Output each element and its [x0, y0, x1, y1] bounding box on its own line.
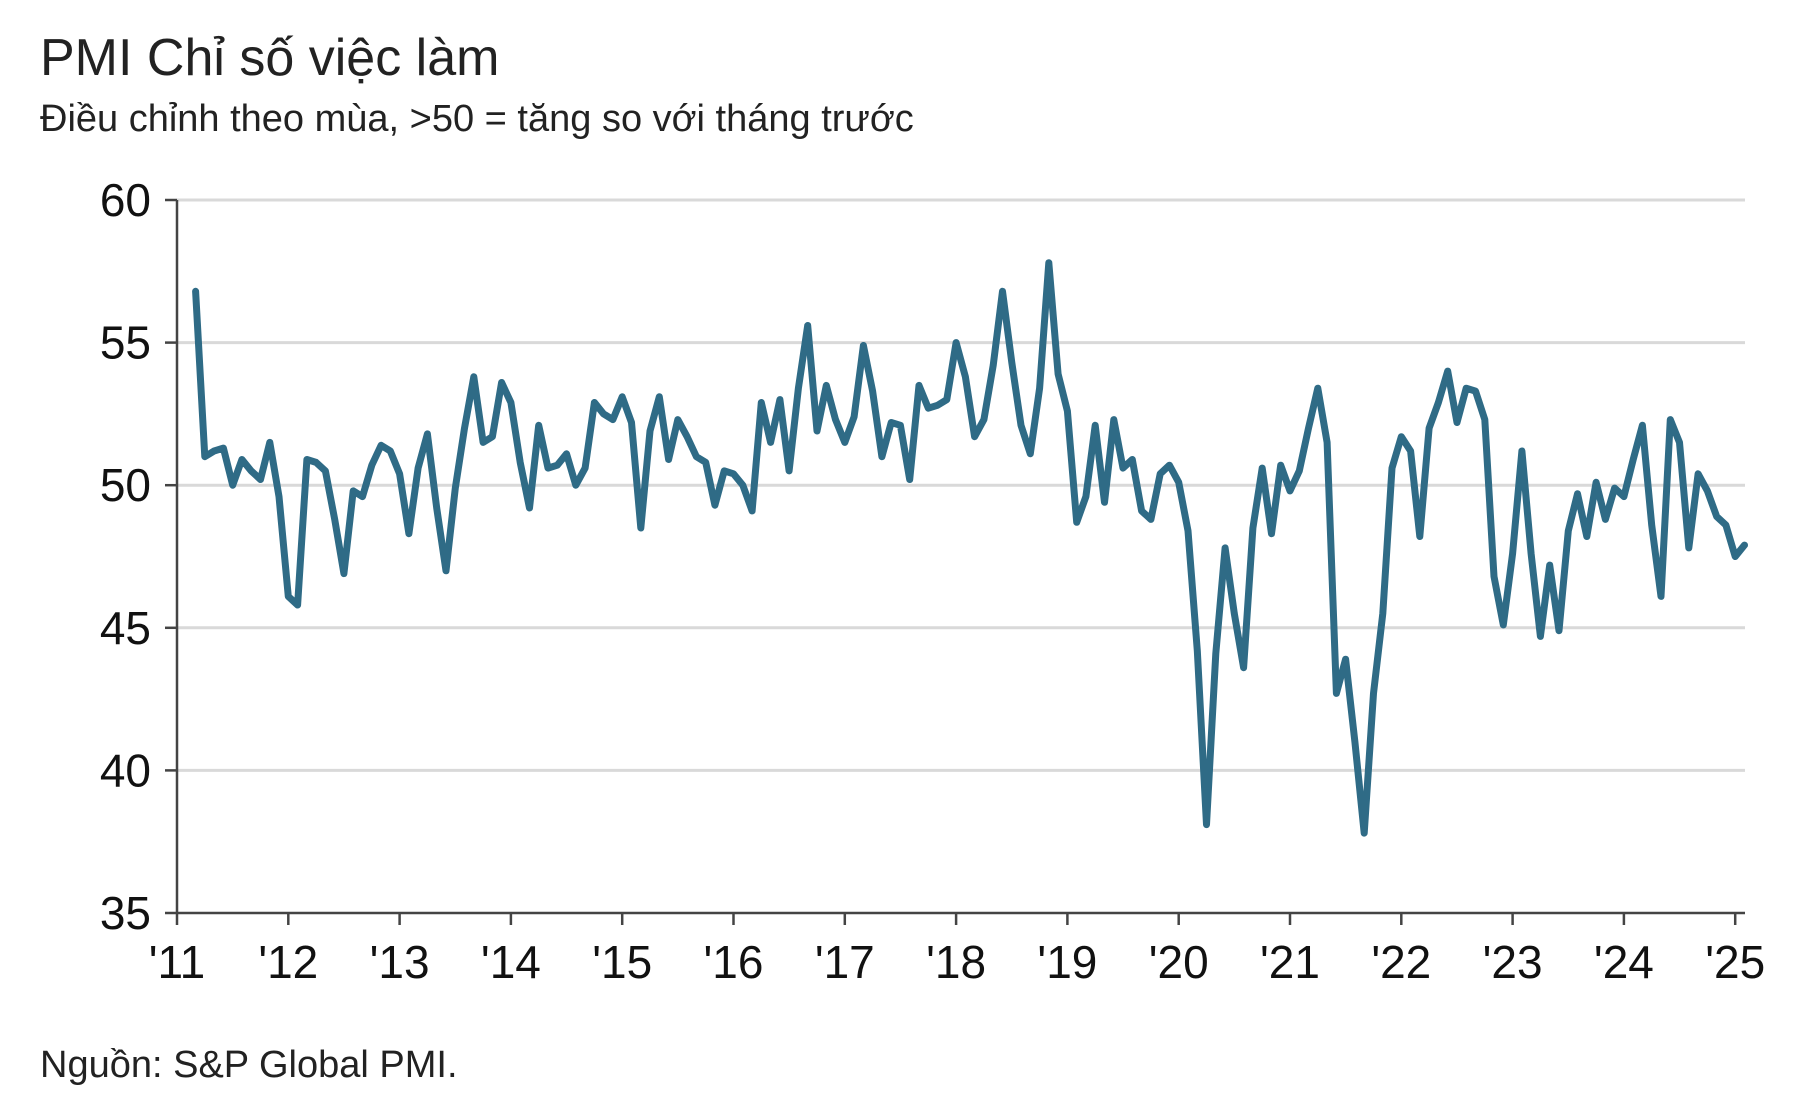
y-tick-label: 35 [100, 887, 151, 939]
y-tick-label: 40 [100, 744, 151, 796]
x-tick-label: '12 [258, 936, 318, 988]
x-tick-label: '16 [704, 936, 764, 988]
x-tick-label: '22 [1371, 936, 1431, 988]
x-tick-label: '23 [1483, 936, 1543, 988]
x-tick-label: '25 [1705, 936, 1765, 988]
y-axis: 35 40 45 50 55 60 [100, 174, 177, 939]
x-tick-label: '15 [592, 936, 652, 988]
chart-title: PMI Chỉ số việc làm [40, 29, 500, 87]
series-lines [192, 259, 1748, 837]
y-tick-label: 45 [100, 602, 151, 654]
x-tick-label: '17 [815, 936, 875, 988]
x-tick-label: '21 [1260, 936, 1320, 988]
x-tick-label: '19 [1037, 936, 1097, 988]
x-tick-label: '13 [370, 936, 430, 988]
grid-lines [177, 198, 1745, 772]
series-line-0 [192, 259, 1748, 837]
x-axis: '11 '12 '13 '14 '15 '16 '17 '18 '19 '20 '21 '22 '23 '… [149, 913, 1765, 988]
y-tick-label: 60 [100, 174, 151, 226]
y-tick-label: 50 [100, 459, 151, 511]
x-tick-label: '11 [149, 936, 206, 988]
x-tick-label: '14 [481, 936, 541, 988]
employment-pmi-chart: 35 40 45 50 55 60 '11 '12 '13 '14 '15 '16 '17 '18 '19… [100, 174, 1765, 988]
x-tick-label: '18 [926, 936, 986, 988]
axes [175, 200, 1745, 915]
x-tick-label: '24 [1594, 936, 1654, 988]
source-note: Nguồn: S&P Global PMI. [40, 1044, 458, 1086]
x-tick-label: '20 [1149, 936, 1209, 988]
chart-subtitle: Điều chỉnh theo mùa, >50 = tăng so với t… [40, 98, 914, 140]
y-tick-label: 55 [100, 317, 151, 369]
